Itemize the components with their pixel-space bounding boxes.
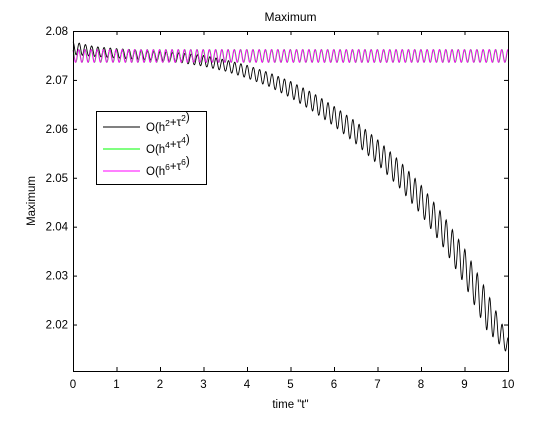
x-tick-label: 2 (157, 379, 163, 391)
y-tick-label: 2.08 (46, 26, 68, 38)
x-tick-label: 8 (418, 379, 424, 391)
series-layer (72, 41, 509, 352)
y-tick-label: 2.04 (46, 222, 69, 234)
y-tick-label: 2.03 (46, 271, 68, 283)
y-tick-label: 2.06 (46, 124, 68, 136)
plot-area (73, 31, 508, 371)
chart-title: Maximum (264, 10, 316, 24)
x-tick-label: 9 (461, 379, 467, 391)
x-tick-label: 3 (200, 379, 206, 391)
series-line-3 (72, 48, 509, 63)
y-axis-label: Maximum (26, 176, 38, 226)
legend: O(h2+τ2)O(h4+τ4)O(h6+τ6) (96, 111, 207, 185)
x-tick-label: 5 (287, 379, 293, 391)
x-axis-label: time "t" (272, 399, 308, 411)
y-tick-label: 2.02 (46, 320, 68, 332)
legend-label: O(h6+τ6) (146, 156, 190, 178)
legend-label: O(h2+τ2) (146, 112, 190, 134)
y-axis-ticks: 2.02 2.03 2.04 2.05 2.06 2.07 2.08 (46, 26, 508, 332)
x-tick-label: 7 (374, 379, 380, 391)
x-tick-label: 6 (331, 379, 337, 391)
x-tick-label: 4 (244, 379, 251, 391)
y-tick-label: 2.05 (46, 173, 68, 185)
x-axis-ticks: 0 1 2 3 4 5 6 7 8 9 10 (70, 31, 515, 391)
legend-box (96, 111, 207, 185)
x-tick-label: 0 (70, 379, 76, 391)
x-tick-label: 10 (502, 379, 515, 391)
x-tick-label: 1 (113, 379, 119, 391)
legend-label: O(h4+τ4) (146, 134, 190, 156)
y-tick-label: 2.07 (46, 75, 68, 87)
